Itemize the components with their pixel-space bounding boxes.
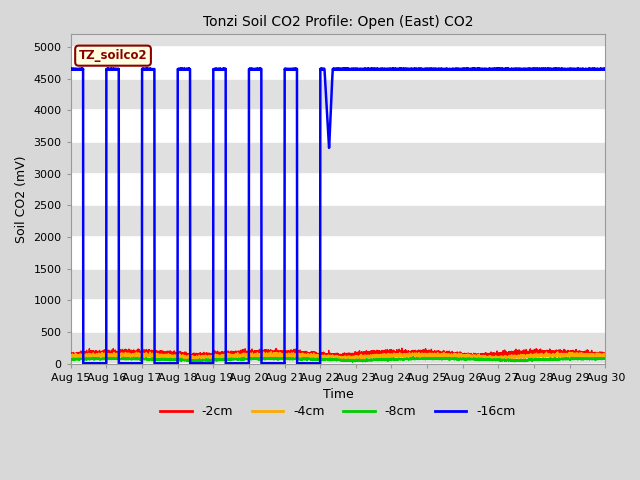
- X-axis label: Time: Time: [323, 388, 353, 401]
- Bar: [70, 174, 605, 205]
- Y-axis label: Soil CO2 (mV): Soil CO2 (mV): [15, 156, 28, 243]
- Bar: [70, 237, 605, 269]
- Bar: [70, 47, 605, 79]
- Legend: -2cm, -4cm, -8cm, -16cm: -2cm, -4cm, -8cm, -16cm: [156, 400, 520, 423]
- Bar: [70, 110, 605, 142]
- Text: TZ_soilco2: TZ_soilco2: [79, 49, 147, 62]
- Bar: [70, 300, 605, 332]
- Title: Tonzi Soil CO2 Profile: Open (East) CO2: Tonzi Soil CO2 Profile: Open (East) CO2: [203, 15, 473, 29]
